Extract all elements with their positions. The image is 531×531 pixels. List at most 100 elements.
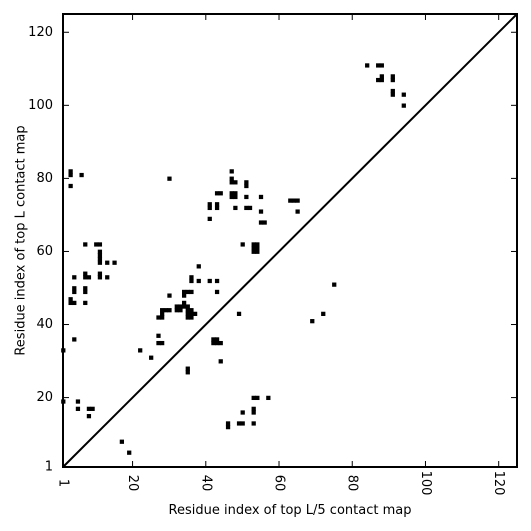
contact-point [160, 315, 165, 320]
contact-point [97, 242, 103, 247]
contact-point [229, 194, 234, 200]
contact-point [379, 63, 384, 68]
contact-point [214, 278, 220, 284]
y-tick-label: 1 [45, 460, 53, 475]
contact-point [174, 308, 179, 313]
x-tick-label: 120 [491, 471, 506, 496]
contact-point [218, 191, 223, 196]
contact-point [90, 406, 95, 411]
contact-point [185, 366, 190, 371]
contact-point [97, 256, 103, 262]
contact-point [332, 282, 337, 287]
contact-point [119, 439, 125, 444]
contact-point [251, 395, 256, 401]
x-axis-ticks: 1 20 40 60 80 100 120 [56, 14, 506, 496]
contact-point [251, 245, 256, 251]
contact-point [236, 311, 242, 316]
contact-point [240, 410, 245, 415]
contact-point [376, 77, 381, 83]
contact-point [167, 293, 172, 298]
contact-point [258, 220, 264, 225]
contact-point [365, 63, 370, 68]
contact-point [75, 399, 81, 404]
contact-point [229, 191, 234, 196]
contact-point [185, 315, 190, 320]
contact-point [83, 289, 88, 295]
contact-point [321, 311, 326, 316]
contact-point [185, 311, 190, 316]
contact-point [266, 395, 271, 401]
contact-point [251, 242, 256, 247]
contact-point [160, 311, 165, 316]
contact-point [244, 194, 249, 200]
contact-point [112, 260, 117, 265]
contact-point [244, 180, 249, 185]
plot-frame [62, 13, 518, 468]
contact-point [149, 355, 154, 360]
contact-point [295, 198, 300, 203]
contact-point [379, 74, 384, 79]
contact-point [207, 278, 212, 284]
contact-point [72, 275, 77, 280]
contact-point [83, 300, 88, 306]
contact-point [178, 308, 183, 313]
x-axis-label: Residue index of top L/5 contact map [169, 503, 412, 518]
contact-point [225, 421, 231, 426]
contact-point [233, 205, 238, 211]
contact-point [225, 424, 231, 430]
contact-point [181, 289, 187, 295]
contact-point [390, 92, 395, 97]
contact-point [247, 205, 253, 211]
contact-point [72, 289, 77, 295]
y-tick-label: 40 [36, 317, 53, 332]
contact-point [97, 275, 103, 280]
contact-point [390, 77, 395, 83]
contact-point [160, 308, 165, 313]
contact-point [105, 260, 110, 265]
contact-point [244, 205, 249, 211]
contact-point [68, 300, 73, 306]
contact-point [86, 414, 92, 419]
contact-point [189, 289, 194, 295]
contact-point [240, 421, 245, 426]
contact-point [258, 209, 264, 214]
contact-point [251, 249, 256, 254]
contact-point [295, 209, 300, 214]
y-tick-label: 20 [36, 390, 53, 405]
contact-point [214, 340, 220, 346]
contact-point [288, 198, 293, 203]
contact-point [167, 308, 172, 313]
contact-point [86, 275, 92, 280]
diagonal-line [62, 13, 518, 468]
contact-point [167, 176, 172, 181]
contact-point [262, 220, 267, 225]
contact-point [138, 348, 143, 353]
contact-point [255, 242, 260, 247]
contact-point [189, 278, 194, 284]
contact-point [83, 271, 88, 276]
contact-point [189, 315, 194, 320]
contact-point [233, 180, 238, 185]
contact-point [207, 205, 212, 211]
contact-point [229, 176, 234, 181]
contact-point [79, 172, 84, 178]
contact-point [83, 242, 88, 247]
y-tick-label: 80 [36, 171, 53, 186]
contact-point [376, 63, 381, 68]
contact-point [291, 198, 297, 203]
contact-point [156, 315, 161, 320]
x-tick-label: 1 [56, 479, 71, 487]
contact-point [258, 194, 264, 200]
contact-point [214, 205, 220, 211]
contact-point [174, 304, 179, 309]
y-tick-label: 100 [28, 98, 53, 113]
contact-point [185, 289, 190, 295]
contact-point [240, 242, 245, 247]
contact-point [390, 74, 395, 79]
contact-point [207, 216, 212, 222]
contact-point [68, 183, 73, 189]
contact-point [379, 77, 384, 83]
contact-point [181, 293, 187, 298]
